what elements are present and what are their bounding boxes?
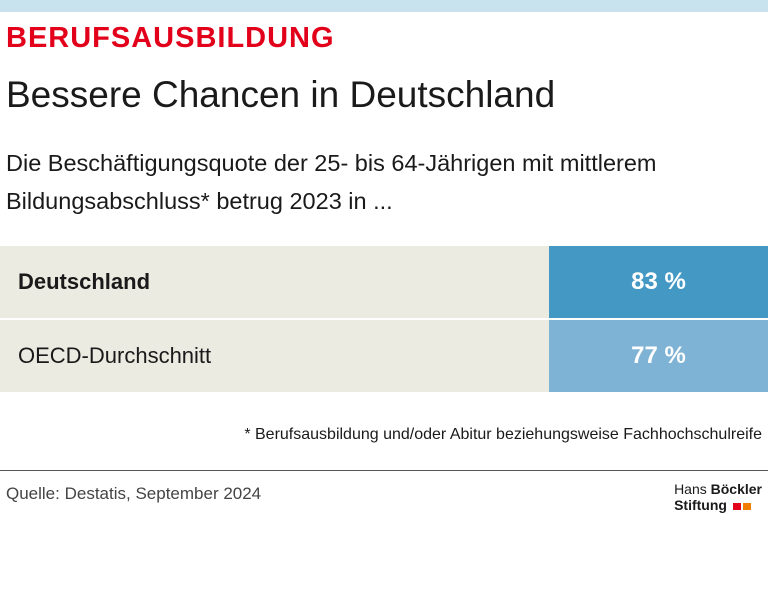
table-row: Deutschland 83 % [0, 246, 768, 318]
logo: Hans Böckler Stiftung [674, 481, 762, 513]
table-row: OECD-Durchschnitt 77 % [0, 320, 768, 392]
subtitle: Die Beschäftigungsquote der 25- bis 64-J… [6, 150, 657, 214]
footnote: * Berufsausbildung und/oder Abitur bezie… [244, 426, 762, 443]
title: Bessere Chancen in Deutschland [6, 74, 556, 115]
logo-text: Hans [674, 481, 707, 497]
divider [0, 470, 768, 471]
logo-text: Stiftung [674, 497, 727, 513]
logo-mark [742, 502, 751, 510]
row-label: Deutschland [18, 269, 151, 294]
logo-mark [732, 502, 741, 510]
logo-text: Böckler [710, 481, 762, 497]
row-value: 77 % [549, 320, 768, 392]
row-label: OECD-Durchschnitt [18, 343, 212, 368]
top-bar [0, 0, 768, 12]
row-value: 83 % [549, 246, 768, 318]
kicker: BERUFSAUSBILDUNG [6, 22, 335, 54]
source: Quelle: Destatis, September 2024 [6, 484, 262, 503]
